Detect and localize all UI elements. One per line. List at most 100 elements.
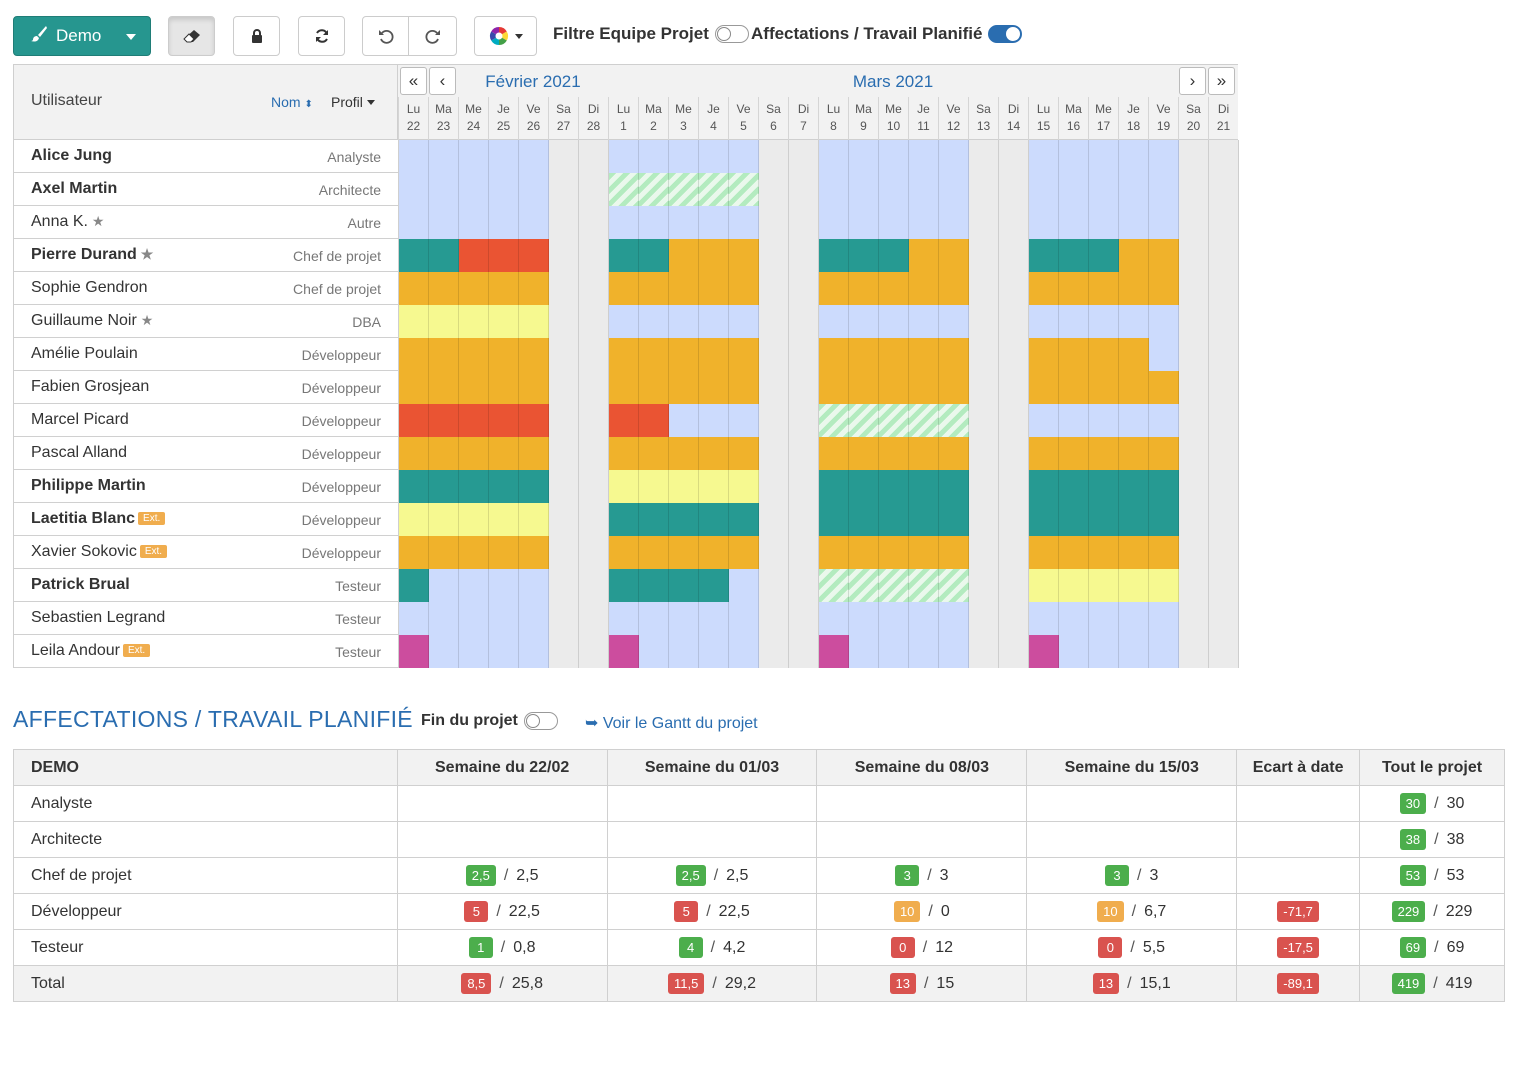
planning-cell[interactable] [729,173,759,206]
planning-cell[interactable] [459,371,489,404]
planning-cell[interactable] [849,602,879,635]
planning-cell[interactable] [669,602,699,635]
user-name[interactable]: Sophie Gendron [31,279,148,296]
planning-cell[interactable] [579,503,609,536]
planning-cell[interactable] [399,140,429,173]
planning-cell[interactable] [879,503,909,536]
planning-cell[interactable] [729,602,759,635]
planning-cell[interactable] [429,437,459,470]
planning-cell[interactable] [519,206,549,239]
planning-cell[interactable] [459,272,489,305]
planning-cell[interactable] [639,239,669,272]
planning-cell[interactable] [519,602,549,635]
planning-cell[interactable] [759,602,789,635]
planning-cell[interactable] [669,569,699,602]
planning-cell[interactable] [729,635,759,668]
planning-cell[interactable] [609,437,639,470]
planning-cell[interactable] [819,635,849,668]
planning-cell[interactable] [429,272,459,305]
planning-cell[interactable] [579,173,609,206]
planning-cell[interactable] [1179,536,1209,569]
planning-cell[interactable] [699,338,729,371]
planning-cell[interactable] [969,140,999,173]
planning-cell[interactable] [1089,338,1119,371]
planning-cell[interactable] [489,239,519,272]
planning-cell[interactable] [969,173,999,206]
planning-cell[interactable] [399,371,429,404]
planning-cell[interactable] [879,569,909,602]
planning-cell[interactable] [1029,602,1059,635]
planning-cell[interactable] [519,338,549,371]
planning-cell[interactable] [849,503,879,536]
planning-cell[interactable] [609,206,639,239]
planning-cell[interactable] [969,371,999,404]
user-name[interactable]: Leila Andour Ext. [31,642,151,660]
planning-cell[interactable] [609,140,639,173]
planning-cell[interactable] [459,173,489,206]
planning-cell[interactable] [489,272,519,305]
planning-cell[interactable] [519,536,549,569]
user-name[interactable]: Laetitia Blanc Ext. [31,510,166,528]
planning-cell[interactable] [1089,305,1119,338]
user-name[interactable]: Marcel Picard [31,411,129,428]
planning-cell[interactable] [939,569,969,602]
gantt-link[interactable]: ➥ Voir le Gantt du projet [585,715,758,732]
planning-cell[interactable] [789,371,819,404]
planning-cell[interactable] [489,338,519,371]
planning-cell[interactable] [969,338,999,371]
planning-cell[interactable] [969,404,999,437]
planning-cell[interactable] [999,239,1029,272]
planning-cell[interactable] [429,536,459,569]
planning-cell[interactable] [429,338,459,371]
planning-cell[interactable] [609,338,639,371]
planning-cell[interactable] [1029,404,1059,437]
planning-cell[interactable] [489,470,519,503]
planning-cell[interactable] [969,569,999,602]
planning-cell[interactable] [489,635,519,668]
planning-cell[interactable] [489,173,519,206]
planning-cell[interactable] [519,635,549,668]
planning-cell[interactable] [939,635,969,668]
planning-cell[interactable] [579,140,609,173]
planning-cell[interactable] [819,404,849,437]
planning-cell[interactable] [1089,173,1119,206]
planning-cell[interactable] [1149,272,1179,305]
planning-cell[interactable] [909,569,939,602]
planning-cell[interactable] [399,404,429,437]
planning-cell[interactable] [1089,437,1119,470]
planning-cell[interactable] [429,371,459,404]
planning-cell[interactable] [429,305,459,338]
planning-cell[interactable] [1149,206,1179,239]
planning-cell[interactable] [669,371,699,404]
planning-cell[interactable] [549,338,579,371]
planning-cell[interactable] [819,206,849,239]
planning-cell[interactable] [789,602,819,635]
planning-cell[interactable] [1179,635,1209,668]
planning-cell[interactable] [429,140,459,173]
planning-cell[interactable] [879,536,909,569]
planning-cell[interactable] [699,239,729,272]
planning-cell[interactable] [399,437,429,470]
planning-cell[interactable] [849,239,879,272]
planning-cell[interactable] [429,569,459,602]
planning-cell[interactable] [789,569,819,602]
planning-cell[interactable] [819,503,849,536]
planning-cell[interactable] [699,470,729,503]
planning-cell[interactable] [429,206,459,239]
planning-cell[interactable] [729,536,759,569]
affectations-switch[interactable] [988,25,1023,43]
planning-cell[interactable] [489,536,519,569]
planning-cell[interactable] [1209,371,1239,404]
planning-cell[interactable] [879,602,909,635]
planning-cell[interactable] [639,305,669,338]
planning-cell[interactable] [1119,404,1149,437]
planning-cell[interactable] [609,503,639,536]
planning-cell[interactable] [939,305,969,338]
planning-cell[interactable] [1119,239,1149,272]
planning-cell[interactable] [909,404,939,437]
planning-cell[interactable] [789,173,819,206]
planning-cell[interactable] [639,272,669,305]
planning-cell[interactable] [1029,338,1059,371]
planning-cell[interactable] [459,569,489,602]
planning-cell[interactable] [1209,338,1239,371]
